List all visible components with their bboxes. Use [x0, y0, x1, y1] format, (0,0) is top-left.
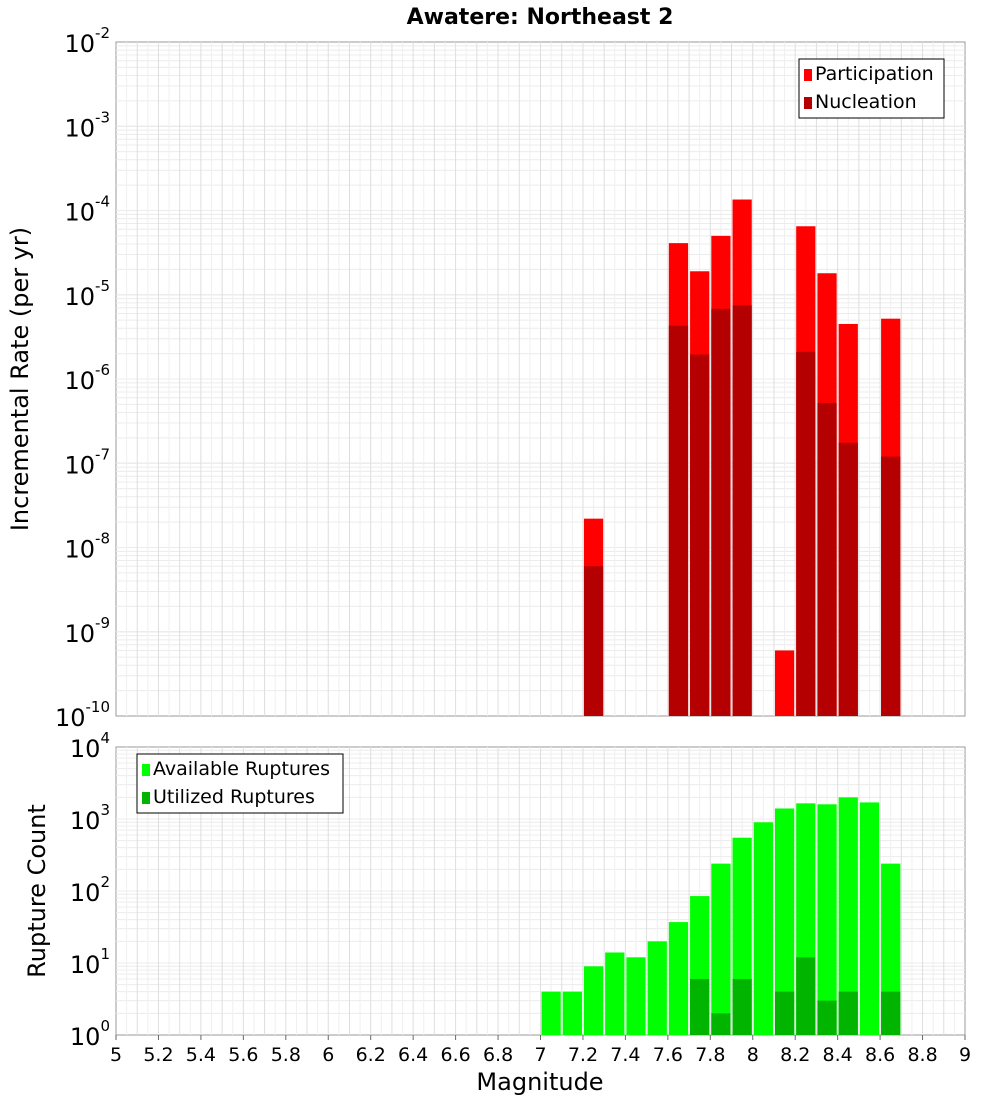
x-tick-label: 5.8: [271, 1044, 301, 1066]
top-y-axis-label: Incremental Rate (per yr): [6, 227, 34, 531]
x-tick-label: 5.2: [143, 1044, 173, 1066]
top-bar-secondary: [732, 305, 752, 716]
bottom-bar-primary: [562, 991, 582, 1035]
bottom-bar-secondary: [774, 991, 795, 1035]
legend-swatch: [142, 792, 150, 804]
top-bar-secondary: [796, 351, 816, 716]
x-tick-label: 5.4: [186, 1044, 216, 1066]
bottom-bar-primary: [859, 802, 880, 1035]
bottom-bar-secondary: [838, 991, 858, 1035]
y-tick-label: 10-3: [64, 108, 110, 142]
x-tick-label: 8.6: [865, 1044, 895, 1066]
top-grid: [116, 42, 965, 716]
bottom-bar-primary: [626, 957, 646, 1035]
y-tick-label: 100: [70, 1017, 110, 1051]
y-tick-label: 10-10: [55, 698, 110, 732]
bottom-bar-primary: [753, 822, 773, 1035]
bottom-legend: Available Ruptures Utilized Ruptures: [136, 753, 344, 814]
bottom-bar-secondary: [732, 978, 752, 1035]
x-tick-label: 6.4: [398, 1044, 428, 1066]
x-tick-label: 7.6: [653, 1044, 683, 1066]
x-tick-label: 7.2: [568, 1044, 598, 1066]
y-tick-label: 104: [70, 729, 110, 763]
y-tick-label: 10-7: [64, 445, 110, 479]
bottom-bar-primary: [605, 952, 625, 1035]
legend-label: Participation: [815, 63, 934, 85]
x-tick-label: 8.4: [823, 1044, 853, 1066]
bottom-bar-primary: [774, 808, 795, 1035]
x-tick-label: 6: [322, 1044, 334, 1066]
x-tick-label: 6.8: [483, 1044, 513, 1066]
top-plot-panel: 10-10 10-9 10-8 10-7 10-6 10-5 10-4 10-3 10-2 In…: [6, 24, 966, 732]
x-tick-label: 5.6: [228, 1044, 258, 1066]
x-tick-label: 7.4: [610, 1044, 640, 1066]
x-tick-label: 9: [959, 1044, 971, 1066]
x-tick-label: 8.8: [907, 1044, 937, 1066]
bottom-bar-secondary: [881, 991, 901, 1035]
y-tick-label: 10-5: [64, 277, 110, 311]
legend-box: [798, 58, 945, 119]
top-bar-secondary: [711, 308, 731, 716]
legend-swatch: [142, 764, 150, 776]
chart-title: Awatere: Northeast 2: [407, 5, 674, 30]
y-tick-label: 103: [70, 801, 110, 835]
y-tick-label: 102: [70, 873, 110, 907]
x-axis-label: Magnitude: [476, 1068, 603, 1096]
legend-label: Nucleation: [815, 91, 917, 113]
bottom-bar-primary: [838, 797, 858, 1035]
legend-swatch: [804, 69, 812, 81]
top-bar-secondary: [838, 442, 858, 716]
bottom-plot-panel: 100 101 102 103 104 5 5.2 5.4 5.6 5.8 6 6.2 6.4 6.6 6…: [23, 729, 971, 1096]
top-bar-secondary: [690, 354, 710, 716]
x-tick-label: 6.6: [440, 1044, 470, 1066]
top-bars: [583, 199, 901, 717]
top-bar-secondary: [668, 325, 689, 716]
bottom-bar-secondary: [817, 1000, 837, 1035]
top-bar-secondary: [817, 402, 837, 716]
bottom-bar-primary: [817, 804, 837, 1035]
bottom-bar-secondary: [796, 957, 816, 1035]
legend-label: Utilized Ruptures: [153, 786, 315, 808]
y-tick-label: 10-4: [64, 193, 110, 227]
top-bar-secondary: [881, 456, 901, 716]
bottom-bar-primary: [647, 941, 667, 1035]
bottom-bar-primary: [668, 922, 689, 1035]
x-tick-label: 7.8: [695, 1044, 725, 1066]
bottom-y-tick-labels: 100 101 102 103 104: [70, 729, 110, 1051]
top-bar-secondary: [583, 566, 604, 716]
top-y-tick-labels: 10-10 10-9 10-8 10-7 10-6 10-5 10-4 10-3 10-2: [55, 24, 110, 732]
y-tick-label: 101: [70, 945, 110, 979]
bottom-bars: [541, 797, 901, 1035]
x-tick-label: 8.2: [780, 1044, 810, 1066]
x-tick-label: 6.2: [356, 1044, 386, 1066]
legend-swatch: [804, 97, 812, 109]
x-tick-label: 7: [534, 1044, 546, 1066]
bottom-bar-primary: [541, 991, 561, 1035]
y-tick-label: 10-8: [64, 530, 110, 564]
x-tick-label: 5: [110, 1044, 122, 1066]
x-tick-labels: 5 5.2 5.4 5.6 5.8 6 6.2 6.4 6.6 6.8 7 7.2 7.4 7.6 7.8 8…: [110, 1035, 971, 1066]
legend-label: Available Ruptures: [153, 758, 330, 780]
bottom-bar-primary: [583, 966, 604, 1035]
bottom-bar-secondary: [711, 1013, 731, 1035]
y-tick-label: 10-2: [64, 24, 110, 58]
top-legend: Participation Nucleation: [798, 58, 945, 119]
y-tick-label: 10-6: [64, 361, 110, 395]
bottom-bar-secondary: [690, 978, 710, 1035]
bottom-y-axis-label: Rupture Count: [23, 804, 51, 978]
top-bar-primary: [774, 650, 795, 716]
legend-box: [136, 753, 344, 814]
bottom-bar-primary: [711, 863, 731, 1035]
x-tick-label: 8: [747, 1044, 759, 1066]
y-tick-label: 10-9: [64, 614, 110, 648]
